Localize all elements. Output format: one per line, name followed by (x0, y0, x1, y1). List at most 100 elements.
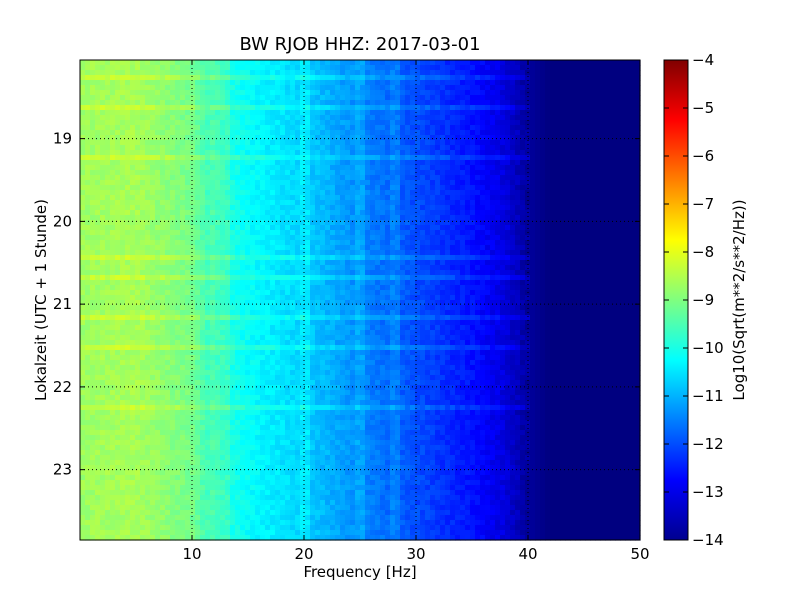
heatmap-cell (175, 185, 181, 191)
heatmap-cell (120, 145, 126, 151)
heatmap-cell (540, 90, 546, 96)
heatmap-cell (240, 70, 246, 76)
heatmap-cell (370, 230, 376, 236)
heatmap-cell (170, 250, 176, 256)
heatmap-cell (575, 140, 581, 146)
heatmap-cell (295, 180, 301, 186)
heatmap-cell (430, 240, 436, 246)
heatmap-cell (585, 220, 591, 226)
heatmap-cell (385, 270, 391, 276)
heatmap-cell (520, 135, 526, 141)
heatmap-cell (215, 275, 221, 281)
heatmap-cell (440, 90, 446, 96)
heatmap-cell (415, 275, 421, 281)
heatmap-cell (260, 115, 266, 121)
heatmap-cell (485, 180, 491, 186)
heatmap-cell (300, 200, 306, 206)
heatmap-cell (500, 90, 506, 96)
heatmap-cell (550, 135, 556, 141)
heatmap-cell (500, 125, 506, 131)
heatmap-cell (170, 105, 176, 111)
heatmap-cell (270, 235, 276, 241)
heatmap-cell (325, 130, 331, 136)
heatmap-cell (580, 150, 586, 156)
heatmap-cell (195, 150, 201, 156)
heatmap-cell (270, 110, 276, 116)
heatmap-cell (245, 120, 251, 126)
heatmap-cell (195, 180, 201, 186)
heatmap-cell (100, 205, 106, 211)
heatmap-cell (440, 170, 446, 176)
heatmap-cell (465, 105, 471, 111)
heatmap-cell (590, 240, 596, 246)
heatmap-cell (495, 100, 501, 106)
heatmap-cell (190, 125, 196, 131)
heatmap-cell (515, 220, 521, 226)
heatmap-cell (260, 105, 266, 111)
heatmap-cell (230, 135, 236, 141)
heatmap-cell (455, 100, 461, 106)
heatmap-cell (165, 140, 171, 146)
heatmap-cell (345, 195, 351, 201)
heatmap-cell (350, 160, 356, 166)
heatmap-cell (115, 105, 121, 111)
heatmap-cell (590, 60, 596, 66)
heatmap-cell (370, 110, 376, 116)
heatmap-cell (85, 100, 91, 106)
heatmap-cell (605, 95, 611, 101)
heatmap-cell (175, 135, 181, 141)
heatmap-cell (395, 240, 401, 246)
heatmap-cell (620, 65, 626, 71)
heatmap-cell (335, 160, 341, 166)
heatmap-cell (590, 235, 596, 241)
heatmap-cell (235, 120, 241, 126)
heatmap-cell (600, 70, 606, 76)
heatmap-cell (490, 215, 496, 221)
heatmap-cell (80, 65, 86, 71)
heatmap-cell (250, 205, 256, 211)
heatmap-cell (455, 60, 461, 66)
heatmap-cell (470, 105, 476, 111)
heatmap-cell (355, 160, 361, 166)
heatmap-cell (520, 235, 526, 241)
heatmap-cell (330, 215, 336, 221)
heatmap-cell (155, 265, 161, 271)
heatmap-cell (460, 120, 466, 126)
heatmap-cell (265, 135, 271, 141)
heatmap-cell (105, 210, 111, 216)
heatmap-cell (600, 240, 606, 246)
heatmap-cell (625, 70, 631, 76)
heatmap-cell (300, 230, 306, 236)
heatmap-cell (620, 275, 626, 281)
heatmap-cell (495, 180, 501, 186)
heatmap-cell (545, 70, 551, 76)
heatmap-cell (385, 115, 391, 121)
heatmap-cell (260, 250, 266, 256)
heatmap-cell (390, 95, 396, 101)
heatmap-cell (420, 180, 426, 186)
heatmap-cell (365, 130, 371, 136)
heatmap-cell (180, 255, 186, 261)
heatmap-cell (135, 280, 141, 286)
heatmap-cell (160, 225, 166, 231)
heatmap-cell (605, 210, 611, 216)
heatmap-cell (300, 220, 306, 226)
heatmap-cell (305, 105, 311, 111)
heatmap-cell (200, 240, 206, 246)
heatmap-cell (475, 165, 481, 171)
heatmap-cell (220, 185, 226, 191)
heatmap-cell (535, 265, 541, 271)
heatmap-cell (270, 185, 276, 191)
heatmap-cell (365, 195, 371, 201)
heatmap-cell (565, 125, 571, 131)
heatmap-cell (290, 270, 296, 276)
heatmap-cell (555, 185, 561, 191)
heatmap-cell (625, 210, 631, 216)
heatmap-cell (555, 115, 561, 121)
heatmap-cell (340, 160, 346, 166)
heatmap-cell (80, 215, 86, 221)
heatmap-cell (130, 65, 136, 71)
heatmap-cell (440, 120, 446, 126)
heatmap-cell (400, 85, 406, 91)
heatmap-cell (495, 140, 501, 146)
